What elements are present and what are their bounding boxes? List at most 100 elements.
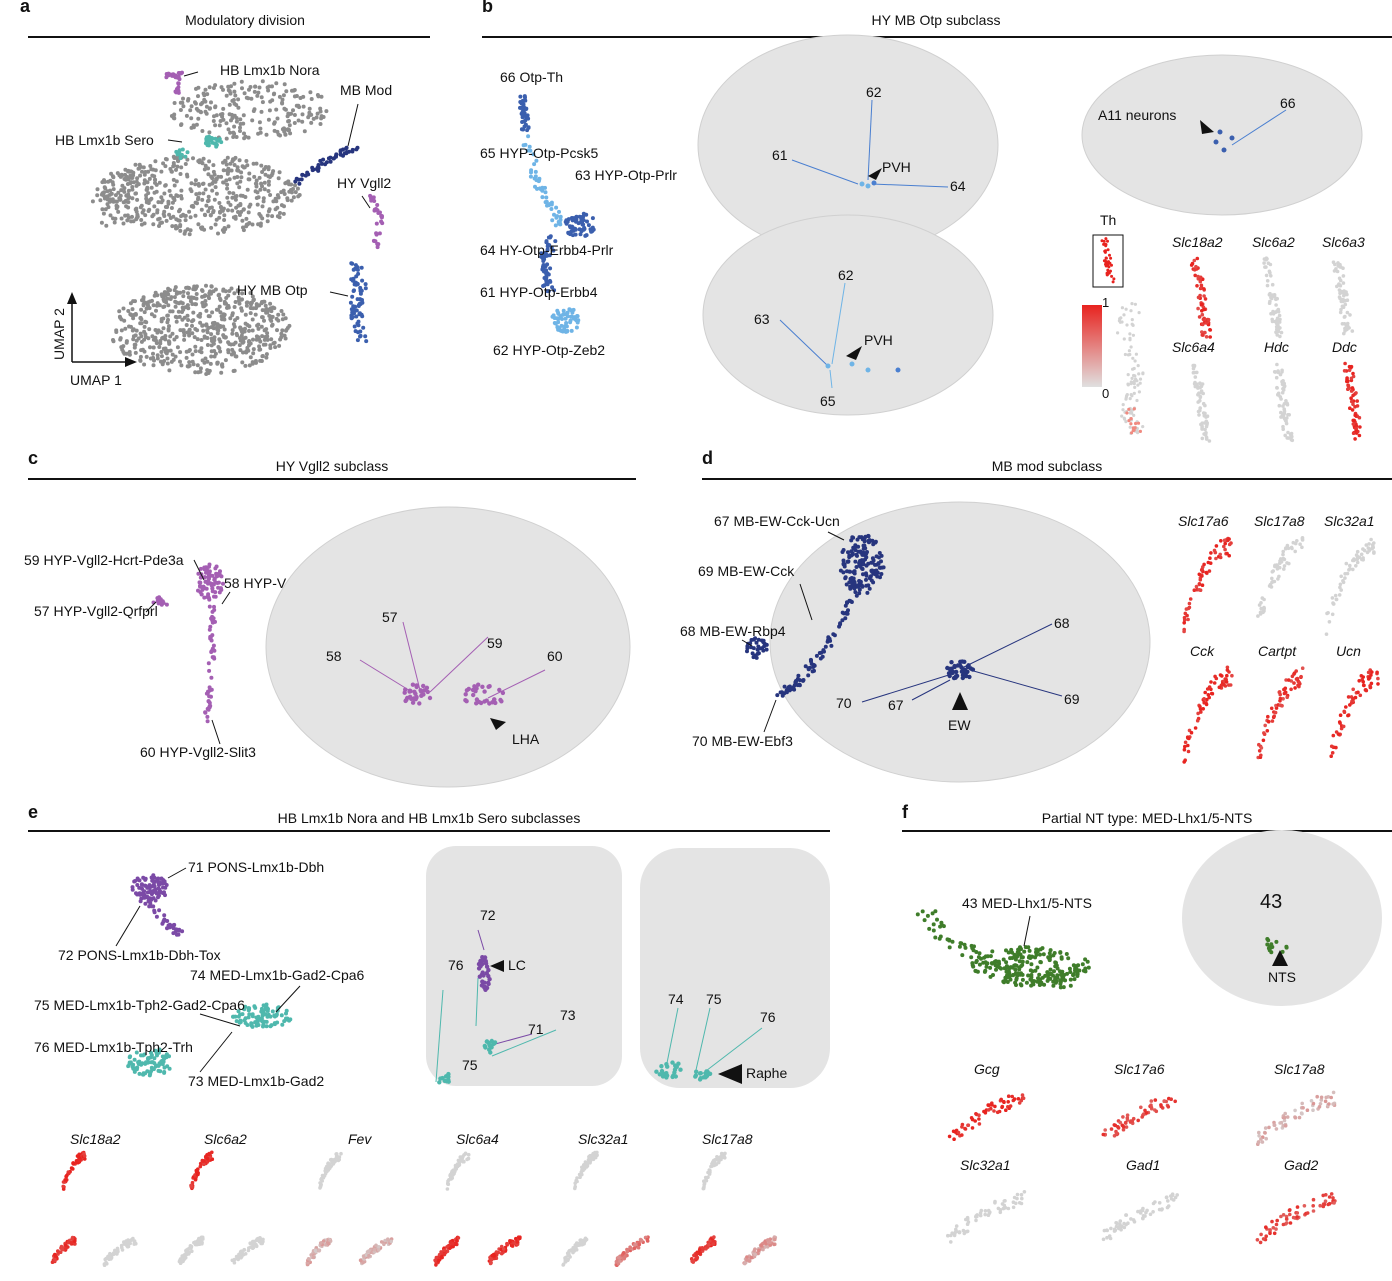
umap-point <box>586 223 591 228</box>
umap-point <box>157 908 162 913</box>
umap-point <box>526 134 531 139</box>
expression-point <box>1184 607 1189 611</box>
section-point <box>960 659 965 664</box>
section-point <box>967 674 972 680</box>
umap-point <box>585 219 589 224</box>
expression-point <box>1206 693 1211 697</box>
umap-point <box>207 705 212 710</box>
expression-point <box>499 1244 504 1249</box>
expression-point <box>1137 390 1141 394</box>
umap-point <box>143 901 148 906</box>
umap-point <box>136 1060 141 1065</box>
umap-point <box>214 113 219 118</box>
umap-point <box>267 84 272 89</box>
umap-point <box>198 580 203 585</box>
expression-point <box>453 1242 458 1246</box>
expression-point <box>1355 560 1360 565</box>
umap-point <box>165 919 170 923</box>
umap-point <box>251 337 255 342</box>
expression-point <box>745 1255 749 1259</box>
umap-point <box>988 974 993 979</box>
umap-point <box>168 334 173 339</box>
umap-point <box>266 117 271 122</box>
umap-point <box>146 300 150 305</box>
umap-point <box>250 222 255 227</box>
umap-point <box>257 303 262 308</box>
expression-point <box>1202 287 1206 291</box>
expression-point <box>1338 721 1342 725</box>
expression-point <box>1204 424 1209 429</box>
umap-point <box>547 278 552 283</box>
umap-point <box>234 135 239 139</box>
expression-point <box>1349 396 1353 401</box>
expression-point <box>1135 398 1139 403</box>
umap-point <box>561 312 566 317</box>
umap-point <box>167 212 172 217</box>
umap-point <box>159 292 164 297</box>
section-point <box>676 1061 681 1066</box>
umap-point <box>754 655 759 660</box>
expression-point <box>82 1154 87 1158</box>
panel-d-rule <box>702 478 1392 480</box>
expression-point <box>1208 556 1212 560</box>
umap-point <box>560 317 564 321</box>
expression-point <box>1339 574 1343 579</box>
umap-point <box>259 324 264 329</box>
umap-point <box>332 156 336 161</box>
umap-point <box>161 305 166 309</box>
umap-point <box>278 337 283 342</box>
umap-point <box>323 162 328 167</box>
expression-point <box>1129 309 1133 313</box>
umap-point <box>1051 983 1056 988</box>
section-point <box>413 697 418 702</box>
umap-point <box>857 587 862 592</box>
umap-point <box>180 310 184 314</box>
expression-point <box>190 1180 195 1185</box>
th-expression-umap <box>1116 302 1145 435</box>
expression-point <box>337 1157 342 1162</box>
expression-point <box>1256 614 1260 618</box>
umap-point <box>269 318 274 323</box>
expression-point <box>377 1245 381 1249</box>
umap-point <box>573 317 578 322</box>
umap-point <box>172 337 177 342</box>
umap-point <box>206 209 211 214</box>
umap-point <box>745 649 749 654</box>
umap-point <box>202 167 207 172</box>
umap-point <box>231 322 236 327</box>
umap-point <box>155 356 160 361</box>
umap-point <box>570 224 575 229</box>
umap-point <box>270 98 275 103</box>
umap-point <box>156 328 161 333</box>
umap-point <box>236 295 241 300</box>
umap-point <box>574 219 578 224</box>
expression-point <box>1330 612 1335 617</box>
expression-point <box>1193 726 1198 730</box>
gene-b-1: Slc18a2 <box>1172 234 1223 250</box>
umap-point <box>237 185 242 190</box>
umap-point <box>749 638 754 642</box>
umap-point <box>123 326 128 331</box>
umap-point <box>207 685 212 690</box>
umap-point <box>214 564 219 569</box>
umap-point <box>973 968 978 973</box>
expression-point <box>1275 362 1279 367</box>
umap-point <box>263 172 268 177</box>
umap-point <box>931 928 936 933</box>
umap-point <box>253 359 258 363</box>
umap-point <box>149 1053 154 1058</box>
umap-point <box>543 200 548 205</box>
section-point <box>446 1071 451 1077</box>
expression-point <box>1334 730 1339 734</box>
umap-point <box>173 224 178 228</box>
umap-point <box>243 363 248 368</box>
umap-point <box>255 1020 260 1025</box>
section-c-region: LHA <box>512 731 540 747</box>
umap-point <box>203 579 208 584</box>
expression-point <box>1221 683 1226 687</box>
expression-point <box>205 1156 210 1161</box>
expression-point <box>1342 293 1346 298</box>
expression-point <box>1108 261 1112 265</box>
mod-cluster-70: 70 MB-EW-Ebf3 <box>692 733 793 749</box>
umap-point <box>563 329 568 334</box>
